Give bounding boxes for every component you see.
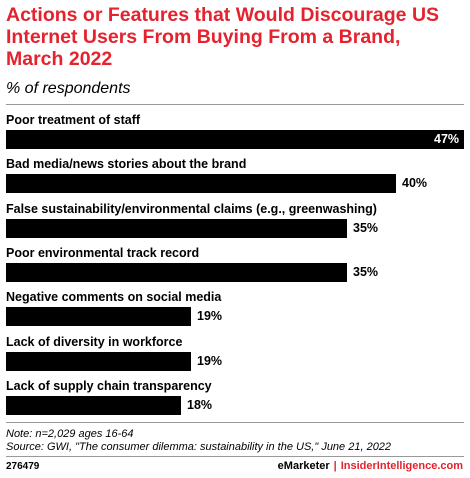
value-label: 47% — [434, 132, 460, 146]
value-label: 35% — [353, 220, 379, 235]
category-label: Poor treatment of staff — [6, 113, 141, 127]
category-label: Poor environmental track record — [6, 245, 200, 260]
value-label: 19% — [197, 353, 223, 368]
value-label: 35% — [353, 264, 379, 279]
value-label: 18% — [187, 397, 213, 412]
category-label: Negative comments on social media — [6, 290, 222, 305]
value-label: 40% — [402, 176, 428, 191]
bar — [6, 395, 181, 415]
top-divider — [6, 104, 464, 105]
bar — [6, 262, 347, 282]
brand-footer: eMarketer | InsiderIntelligence.com — [278, 460, 463, 472]
bar-chart: Poor treatment of staff 47% Bad media/news… — [0, 110, 470, 415]
bottom-divider — [6, 422, 464, 423]
category-label: False sustainability/environmental claim… — [6, 201, 377, 216]
bar — [6, 174, 396, 194]
category-label: Lack of diversity in workforce — [6, 334, 183, 349]
chart-note: Note: n=2,029 ages 16-64 — [6, 428, 134, 440]
bar — [6, 351, 191, 371]
bar — [6, 218, 347, 238]
footer-divider — [6, 456, 464, 457]
chart-source: Source: GWI, "The consumer dilemma: sust… — [6, 441, 392, 453]
brand-separator: | — [333, 460, 337, 472]
category-label: Bad media/news stories about the brand — [6, 157, 247, 172]
insider-intelligence-brand: InsiderIntelligence.com — [340, 460, 463, 472]
value-label: 19% — [197, 309, 223, 324]
category-label: Lack of supply chain transparency — [6, 378, 212, 393]
bar — [6, 307, 191, 327]
chart-id: 276479 — [6, 461, 40, 472]
chart-title: Actions or Features that Would Discourag… — [6, 4, 440, 70]
chart-subtitle: % of respondents — [6, 80, 131, 97]
emarketer-brand: eMarketer — [277, 460, 330, 472]
bar — [6, 130, 464, 149]
